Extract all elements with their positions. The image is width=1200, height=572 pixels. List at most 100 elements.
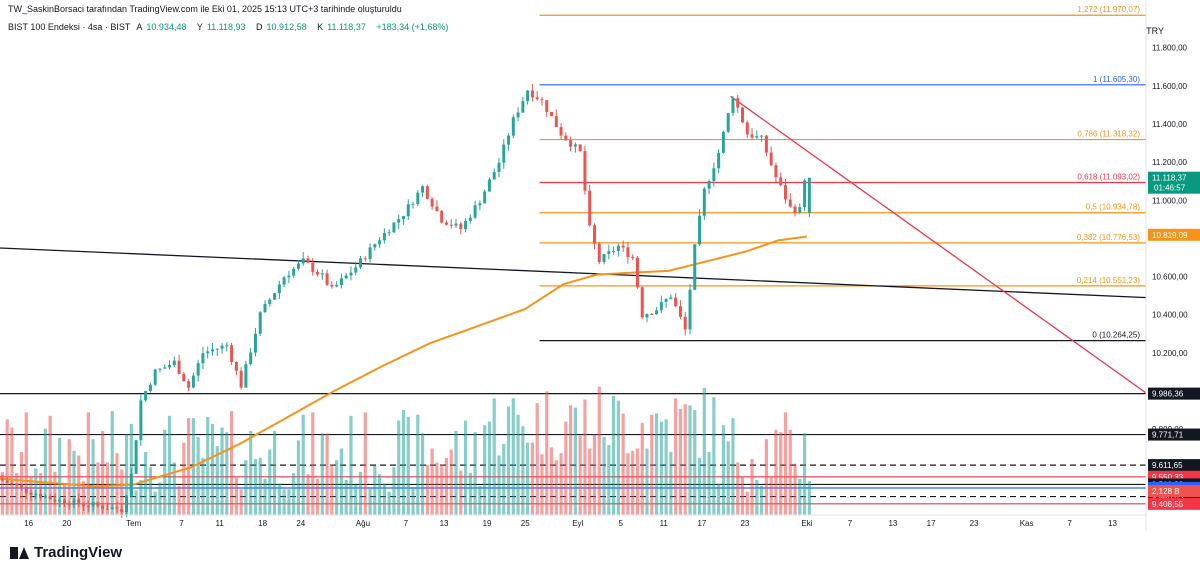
volume-bar (592, 434, 597, 515)
ohlc-close: K 11.118,37 (317, 22, 366, 32)
volume-bar (15, 473, 19, 515)
candle-body (783, 185, 787, 200)
volume-bar (783, 412, 788, 515)
volume-bar (564, 421, 568, 515)
candle-body (516, 112, 520, 118)
candle-body (459, 223, 463, 230)
volume-bar (607, 445, 611, 515)
price-change: +183,34 (+1,68%) (376, 22, 449, 32)
tradingview-logo[interactable]: TradingView (10, 544, 122, 561)
volume-bar (745, 491, 749, 515)
candle-body (43, 496, 47, 498)
x-tick-label: 13 (888, 519, 897, 528)
volume-bar (459, 470, 463, 515)
x-tick-label: Ağu (356, 519, 370, 528)
volume-bar (387, 491, 391, 515)
price-axis (1146, 0, 1200, 530)
candle-body (306, 258, 310, 263)
volume-bar (182, 442, 186, 515)
candle-body (48, 496, 52, 500)
volume-bar (487, 421, 492, 515)
volume-bar (650, 414, 654, 515)
price-chart[interactable]: 1,272 (11.970,07) 1 (11.605,30) 0,786 (11.… (0, 0, 1200, 530)
candle-body (650, 313, 654, 315)
tradingview-logo-text: TradingView (34, 544, 123, 561)
volume-bar (53, 471, 57, 515)
fib-level-label-5: 0,382 (10.776,53) (1077, 233, 1140, 242)
volume-bar (635, 448, 640, 515)
tradingview-logo-icon (10, 546, 29, 559)
volume-bar (43, 428, 47, 515)
candle-body (320, 273, 324, 275)
volume-bar (674, 398, 678, 515)
candle-body (210, 349, 214, 352)
candle-body (244, 364, 248, 388)
x-tick-label: 19 (483, 519, 492, 528)
volume-bar (110, 411, 114, 515)
price-badge-label: 11.118,37 (1152, 174, 1187, 183)
axis-badge (1148, 428, 1200, 441)
volume-bar (363, 412, 367, 515)
volume-bar (492, 398, 496, 515)
volume-bar (124, 434, 129, 515)
x-tick-label: 17 (697, 519, 706, 528)
candle-body (674, 297, 678, 307)
volume-bar (521, 426, 525, 515)
y-tick-label: 11.000,00 (1152, 196, 1188, 205)
candle-body (483, 191, 487, 204)
candle-body (645, 313, 649, 318)
candle-body (105, 508, 109, 510)
volume-bar (287, 489, 291, 515)
volume-bar (153, 491, 157, 515)
volume-bar (311, 412, 315, 515)
volume-bar (163, 429, 167, 515)
candle-body (311, 262, 315, 272)
volume-bar (172, 462, 176, 515)
volume-badge (1148, 485, 1200, 497)
symbol-legend[interactable]: BIST 100 Endeksi · 4sa · BIST A 10.934,48… (8, 22, 452, 32)
candle-body (72, 499, 76, 506)
axis-badge-label: 9.611,65 (1152, 461, 1183, 470)
chart-area[interactable]: 1,272 (11.970,07) 1 (11.605,30) 0,786 (11.… (0, 0, 1200, 530)
volume-bar (272, 431, 277, 515)
volume-bar (158, 482, 162, 515)
candle-body (798, 207, 802, 213)
volume-bar (707, 452, 711, 515)
volume-bar (139, 480, 143, 515)
candle-body (172, 360, 176, 366)
candle-body (741, 107, 745, 123)
currency-label[interactable]: TRY (1146, 26, 1164, 36)
volume-bar (688, 405, 692, 515)
volume-bar (0, 471, 4, 515)
volume-bar (72, 450, 76, 515)
candle-body (249, 352, 253, 365)
candle-body (545, 100, 549, 112)
volume-bar (420, 433, 425, 515)
x-tick-label: 18 (258, 519, 267, 528)
volume-bar (697, 457, 702, 515)
y-tick-label: 11.400,00 (1152, 120, 1188, 129)
volume-bar (105, 462, 110, 515)
publisher-caption: TW_SaskinBorsaci tarafından TradingView.… (8, 4, 402, 14)
x-tick-label: Eyl (572, 519, 583, 528)
volume-bar (206, 417, 210, 515)
volume-bar (683, 404, 687, 515)
volume-bar (449, 449, 453, 515)
axis-badge (1148, 459, 1200, 472)
candle-body (760, 135, 764, 137)
symbol-name[interactable]: BIST 100 Endeksi · 4sa · BIST (8, 22, 131, 32)
x-tick-label: 20 (62, 519, 71, 528)
volume-bar (478, 485, 482, 515)
volume-bar (760, 485, 764, 515)
volume-bar (48, 415, 52, 515)
candle-body (301, 258, 305, 264)
candle-body (425, 186, 429, 199)
axis-badge-label: 9.771,71 (1152, 431, 1184, 440)
candle-body (58, 499, 62, 502)
volume-bar (516, 414, 520, 515)
candle-body (86, 505, 90, 507)
x-tick-label: 5 (619, 519, 624, 528)
x-tick-label: 24 (296, 519, 305, 528)
candle-body (129, 473, 133, 496)
volume-bar (378, 474, 382, 515)
